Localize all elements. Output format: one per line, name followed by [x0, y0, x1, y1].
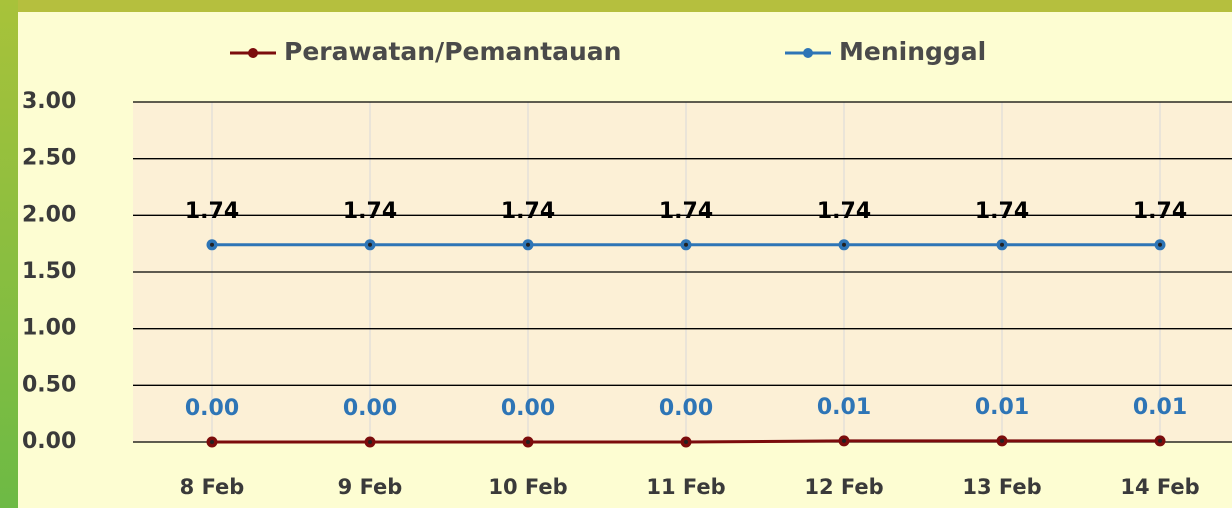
data-label: 1.74: [343, 199, 397, 224]
x-tick-label: 9 Feb: [338, 475, 403, 499]
legend-label: Perawatan/Pemantauan: [284, 37, 621, 66]
point-center: [526, 242, 530, 247]
data-label: 0.00: [501, 396, 555, 421]
point-center: [684, 242, 688, 247]
point-center: [368, 440, 372, 444]
data-label: 1.74: [1133, 199, 1187, 224]
y-tick-label: 0.00: [22, 429, 76, 454]
point-center: [1000, 438, 1004, 443]
data-label: 0.00: [185, 396, 239, 421]
x-tick-label: 12 Feb: [804, 475, 883, 499]
x-tick-label: 8 Feb: [180, 475, 245, 499]
y-tick-label: 3.00: [22, 89, 76, 114]
point-center: [368, 242, 372, 247]
x-tick-label: 10 Feb: [488, 475, 567, 499]
data-label: 0.00: [343, 396, 397, 421]
x-tick-label: 14 Feb: [1120, 475, 1199, 499]
top-band: [0, 0, 1232, 12]
point-center: [842, 438, 846, 443]
y-tick-label: 1.00: [22, 316, 76, 341]
data-label: 1.74: [817, 199, 871, 224]
data-label: 0.01: [817, 395, 871, 420]
y-tick-label: 2.00: [22, 202, 76, 227]
data-label: 0.00: [659, 396, 713, 421]
data-label: 1.74: [659, 199, 713, 224]
x-tick-label: 13 Feb: [962, 475, 1041, 499]
data-label: 1.74: [975, 199, 1029, 224]
data-label: 0.01: [975, 395, 1029, 420]
point-center: [210, 242, 214, 247]
x-tick-label: 11 Feb: [646, 475, 725, 499]
y-tick-label: 0.50: [22, 372, 76, 397]
point-center: [684, 440, 688, 444]
point-center: [526, 440, 530, 444]
data-label: 1.74: [501, 199, 555, 224]
point-center: [1158, 438, 1162, 443]
data-label: 0.01: [1133, 395, 1187, 420]
legend-label: Meninggal: [839, 37, 986, 66]
left-band: [0, 0, 18, 508]
data-label: 1.74: [185, 199, 239, 224]
legend-marker: [803, 48, 813, 58]
point-center: [210, 440, 214, 444]
point-center: [1158, 242, 1162, 247]
y-tick-label: 1.50: [22, 259, 76, 284]
point-center: [1000, 242, 1004, 247]
y-tick-label: 2.50: [22, 146, 76, 171]
legend-marker: [248, 48, 258, 58]
point-center: [842, 242, 846, 247]
